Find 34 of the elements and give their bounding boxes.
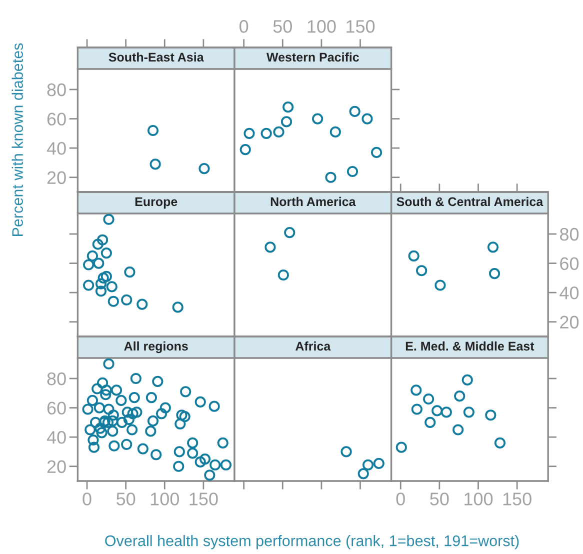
x-tick-label: 150	[503, 492, 532, 506]
chart-title: Western Pacific	[266, 52, 359, 62]
x-tick-label: 100	[150, 492, 179, 506]
y-tick-label: 20	[47, 460, 66, 474]
x-tick-label: 150	[346, 20, 375, 33]
x-tick-label: 100	[308, 20, 336, 33]
x-axis-title: Overall health system performance (rank, 1=best, 191=worst)	[105, 535, 519, 550]
y-tick-label: 60	[47, 112, 66, 126]
chart-title: South-East Asia	[108, 52, 204, 62]
y-tick-label: 20	[47, 171, 66, 184]
x-tick-label: 150	[190, 492, 218, 506]
y-tick-label: 60	[47, 402, 66, 415]
y-axis-title: Percent with known diabetes	[12, 43, 23, 236]
x-tick-label: 0	[240, 20, 248, 33]
chart-title: Africa	[295, 341, 331, 351]
y-tick-label: 40	[46, 142, 66, 155]
chart-title: All regions	[124, 341, 188, 354]
x-tick-label: 0	[82, 492, 92, 506]
x-tick-label: 0	[396, 492, 405, 506]
y-tick-label: 80	[47, 83, 66, 96]
y-tick-label: 40	[560, 286, 579, 300]
y-tick-label: 60	[560, 257, 579, 270]
y-tick-label: 40	[46, 431, 66, 444]
chart-title: E. Med. & Middle East	[406, 341, 534, 351]
y-tick-label: 20	[560, 316, 579, 329]
chart-title: South & Central America	[396, 196, 544, 206]
x-tick-label: 50	[116, 492, 136, 506]
x-tick-label: 100	[464, 492, 493, 506]
y-tick-label: 80	[560, 228, 579, 241]
x-tick-label: 50	[273, 20, 292, 33]
y-tick-label: 80	[47, 372, 66, 386]
x-tick-label: 50	[430, 492, 449, 506]
chart-title: Europe	[135, 197, 178, 209]
chart-title: North America	[270, 196, 356, 206]
